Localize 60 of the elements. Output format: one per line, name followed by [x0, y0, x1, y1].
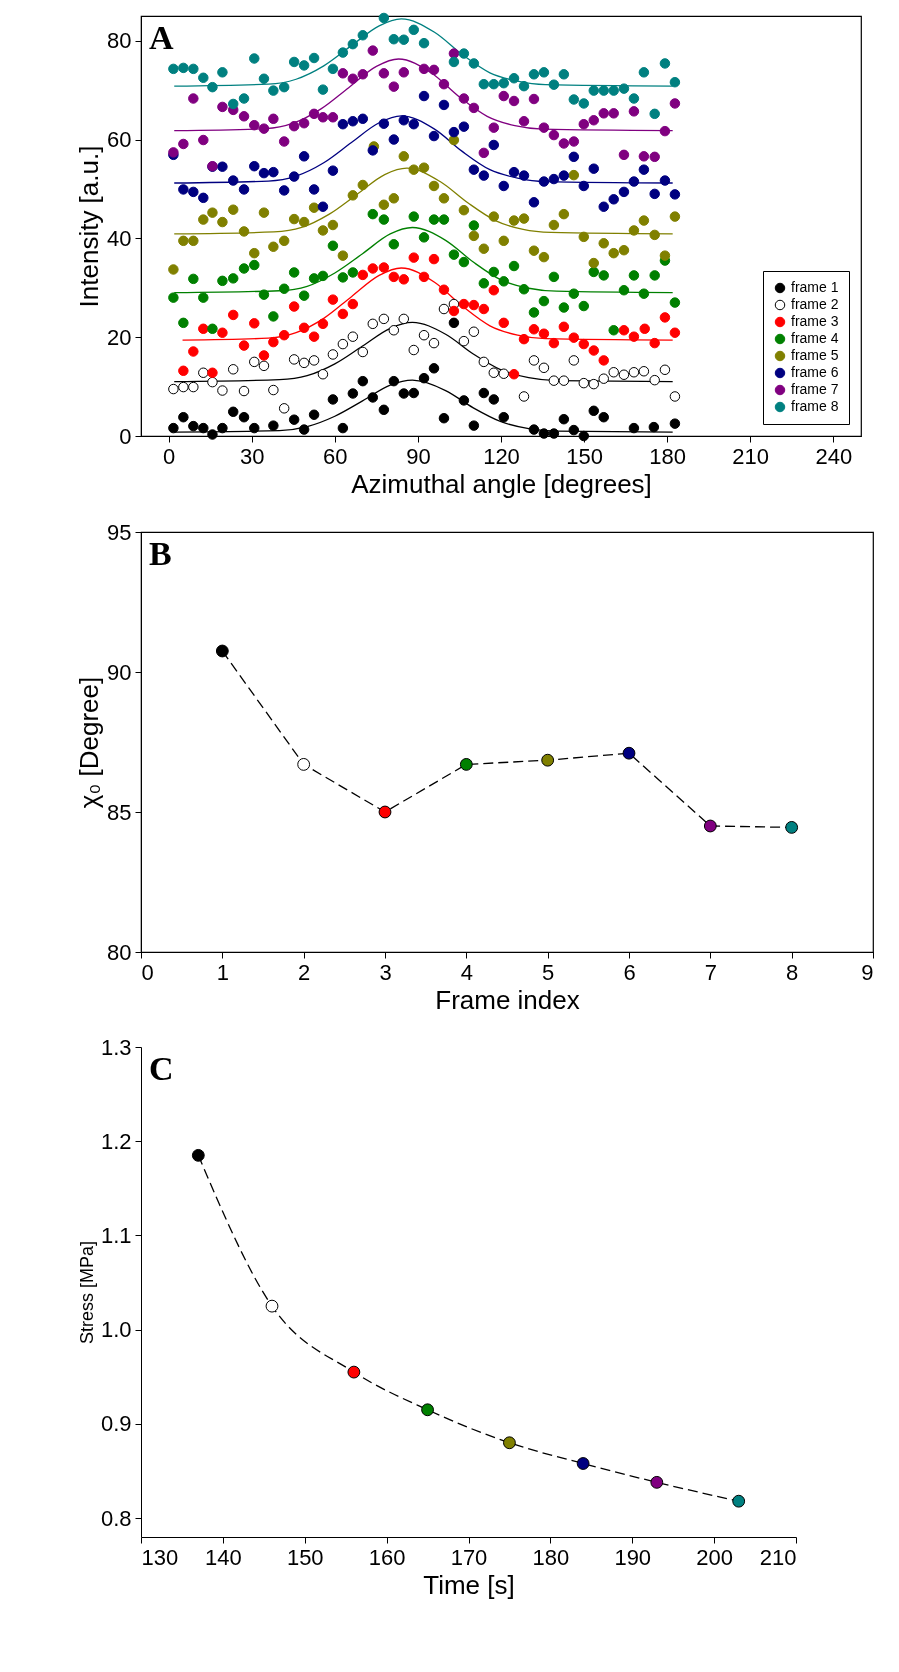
x-tick-label: 0	[141, 959, 154, 985]
y-axis-title: Intensity [a.u.]	[74, 145, 105, 308]
chart-title: C	[149, 1050, 174, 1087]
x-tick-label: 160	[368, 1544, 406, 1570]
x-tick-label: 210	[732, 443, 770, 469]
x-tick-label: 90	[406, 443, 431, 469]
x-tick-label: 0	[163, 443, 176, 469]
chart-title: B	[149, 535, 172, 572]
x-tick-label: 210	[759, 1544, 797, 1570]
x-tick-label: 200	[696, 1544, 733, 1570]
x-tick-label: 170	[450, 1544, 488, 1570]
x-tick-label: 150	[286, 1544, 324, 1570]
y-tick-label: 1.0	[100, 1317, 132, 1343]
y-tick-label: 85	[107, 799, 132, 825]
y-tick-label: 20	[107, 324, 132, 350]
x-tick-label: 60	[323, 443, 348, 469]
x-tick-label: 3	[379, 959, 392, 985]
x-axis-title: Azimuthal angle [degrees]	[351, 468, 652, 499]
y-axis-title: Stress [MPa]	[76, 1240, 97, 1345]
x-tick-label: 7	[704, 959, 717, 985]
x-tick-label: 190	[614, 1544, 652, 1570]
legend-label: frame 5	[791, 347, 839, 363]
legend-label: frame 3	[791, 313, 839, 329]
x-tick-label: 130	[141, 1544, 179, 1570]
y-tick-label: 1.2	[100, 1128, 132, 1154]
x-tick-label: 30	[240, 443, 265, 469]
x-axis-title: Frame index	[435, 984, 580, 1015]
y-tick-label: 80	[107, 28, 132, 54]
x-tick-label: 5	[542, 959, 555, 985]
y-tick-label: 80	[107, 939, 132, 965]
legend-label: frame 8	[791, 398, 839, 414]
x-tick-label: 2	[298, 959, 311, 985]
y-tick-label: 95	[107, 519, 132, 545]
y-axis-title: χ₀ [Degree]	[74, 676, 105, 809]
y-tick-label: 90	[107, 659, 132, 685]
y-tick-label: 0.9	[100, 1411, 132, 1437]
x-tick-label: 8	[786, 959, 799, 985]
x-tick-label: 180	[649, 443, 687, 469]
y-tick-label: 1.1	[100, 1222, 132, 1248]
x-tick-label: 240	[815, 443, 853, 469]
x-tick-label: 9	[861, 959, 874, 985]
legend-label: frame 4	[791, 330, 839, 346]
legend-label: frame 7	[791, 381, 839, 397]
x-tick-label: 150	[566, 443, 603, 469]
y-tick-label: 0.8	[100, 1505, 132, 1531]
x-axis-title: Time [s]	[423, 1569, 515, 1600]
chart-title: A	[149, 19, 174, 56]
x-tick-label: 140	[205, 1544, 242, 1570]
x-tick-label: 6	[623, 959, 636, 985]
legend-label: frame 1	[791, 279, 839, 295]
y-tick-label: 60	[107, 127, 132, 153]
x-tick-label: 4	[460, 959, 473, 985]
x-tick-label: 120	[483, 443, 520, 469]
legend-label: frame 2	[791, 296, 839, 312]
x-tick-label: 180	[532, 1544, 570, 1570]
y-tick-label: 0	[119, 423, 132, 449]
y-tick-label: 1.3	[100, 1034, 132, 1060]
y-tick-label: 40	[107, 225, 132, 251]
x-tick-label: 1	[216, 959, 229, 985]
legend-label: frame 6	[791, 364, 839, 380]
